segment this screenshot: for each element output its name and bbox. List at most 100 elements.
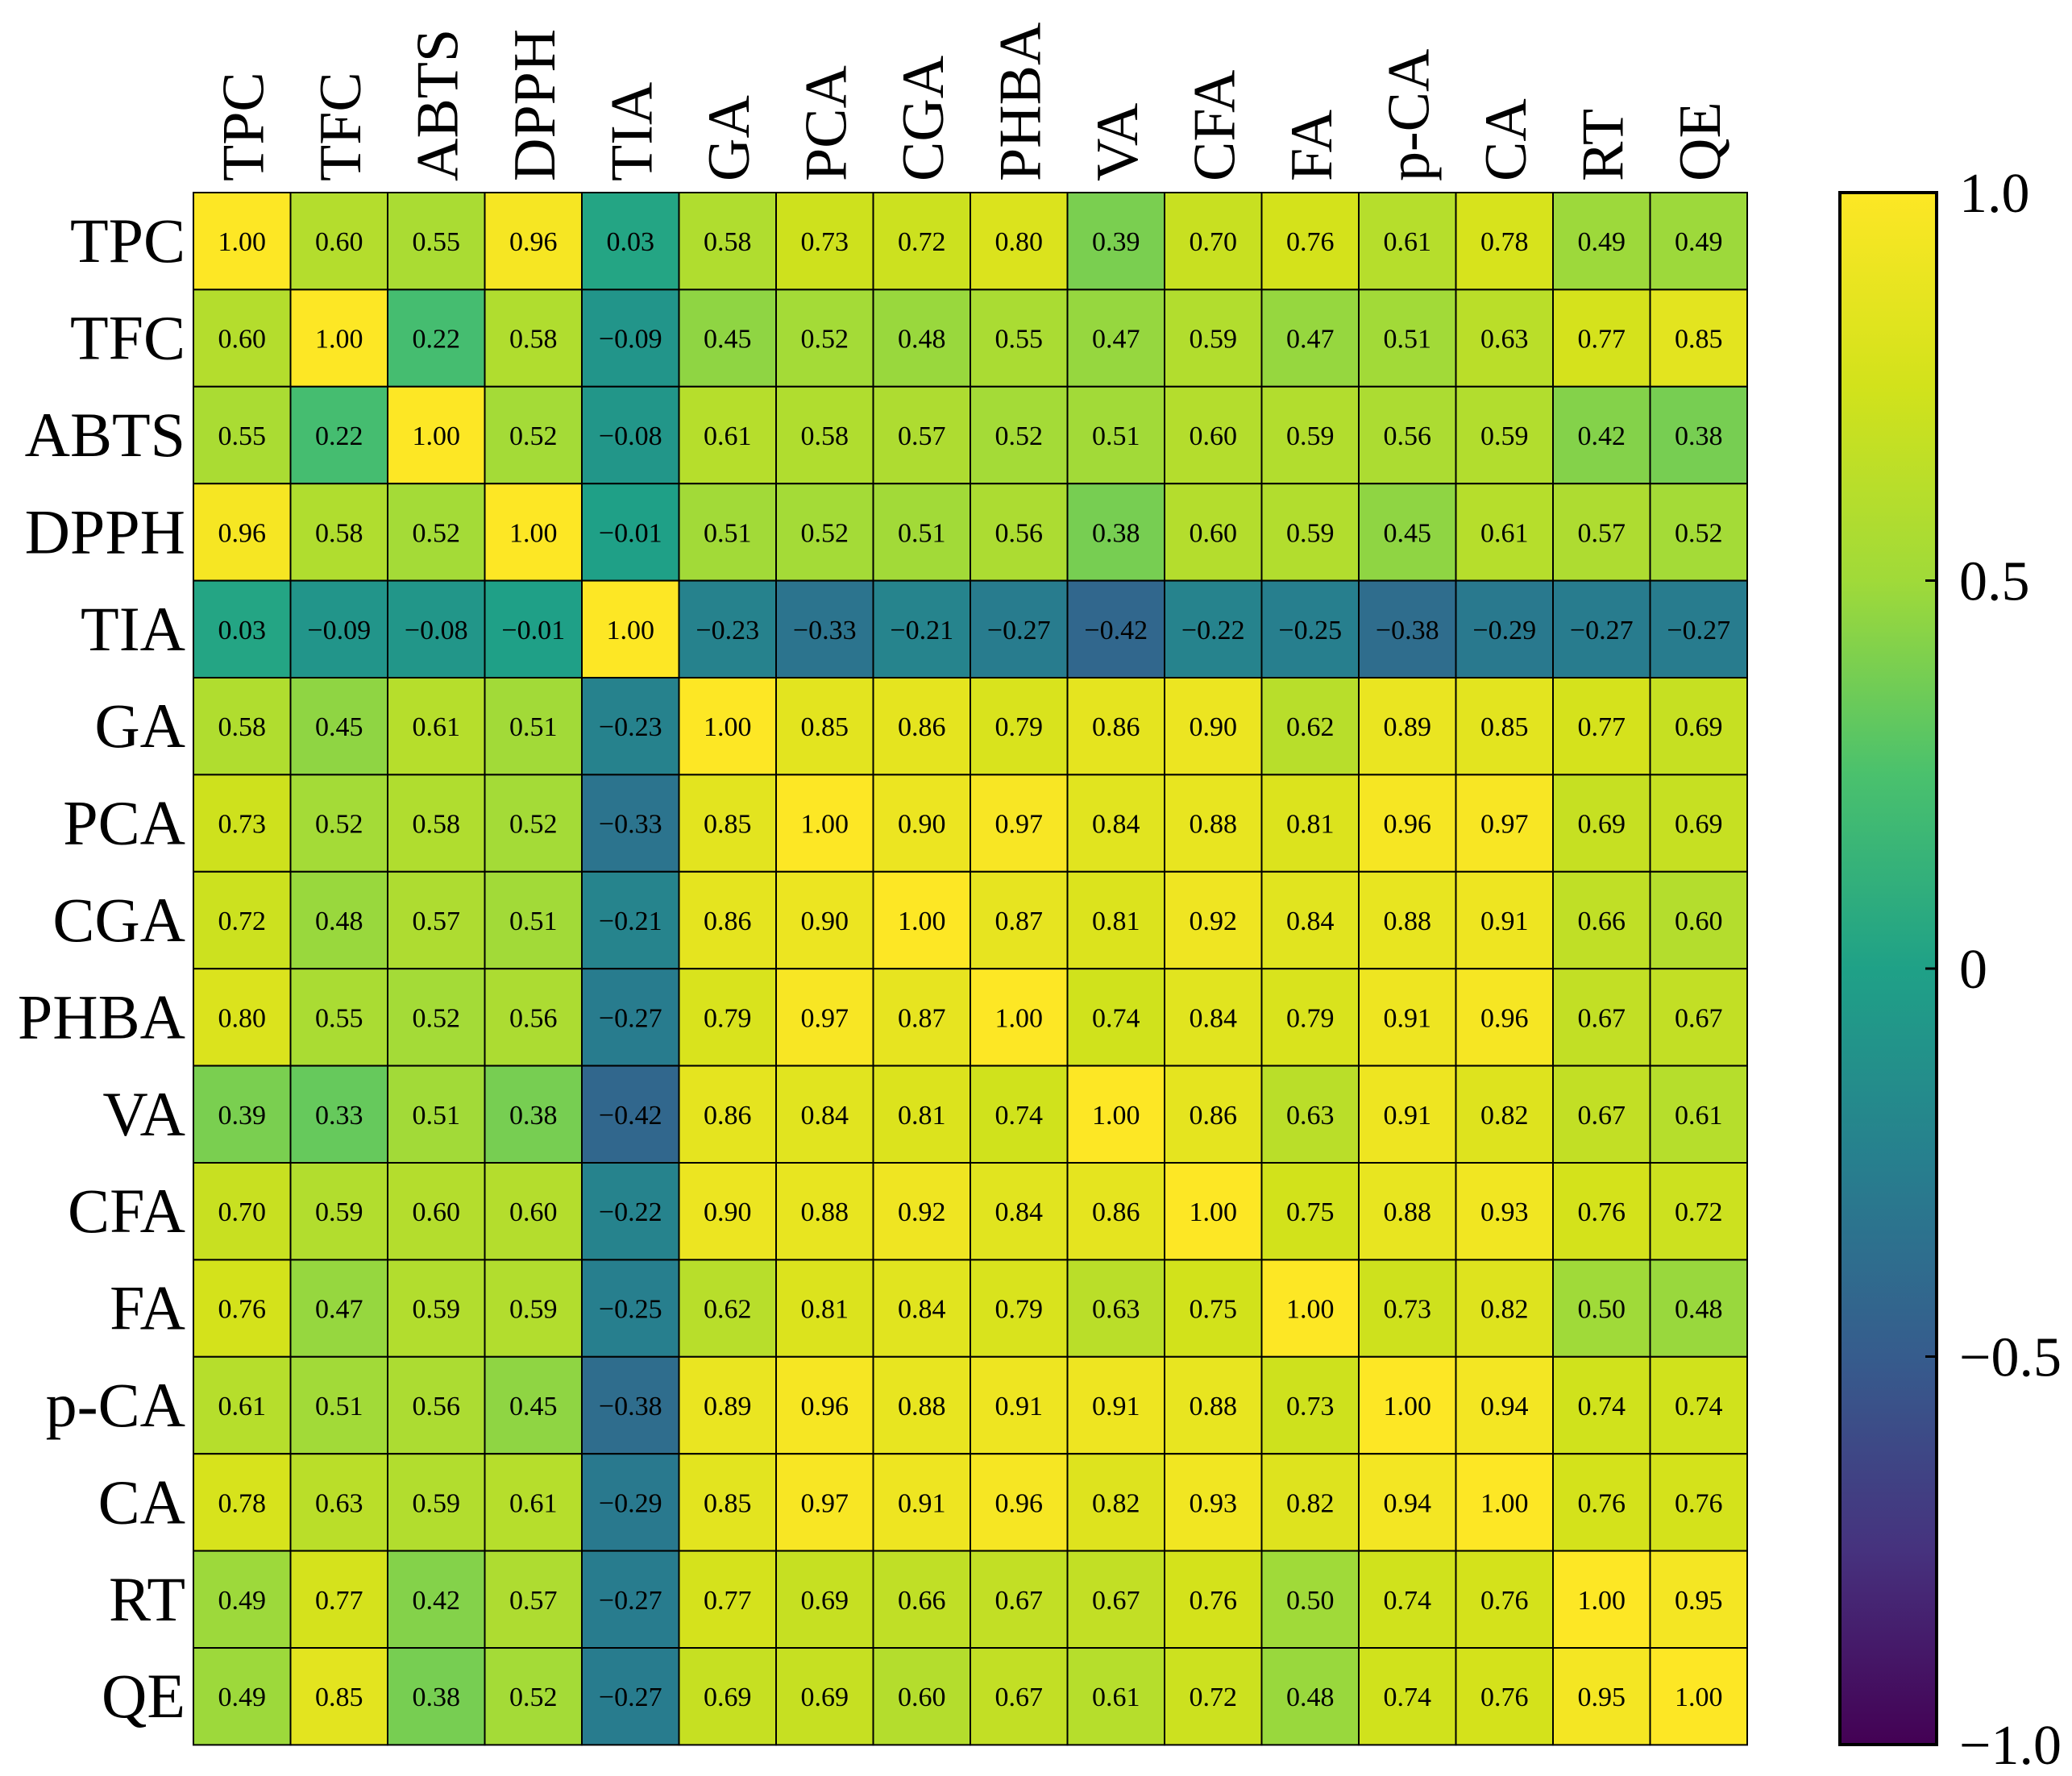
cell-value-label: 0.74 [1384, 1683, 1432, 1712]
cell-value-label: 0.85 [704, 810, 752, 840]
cell-value-label: 0.78 [1480, 227, 1529, 257]
heatmap-cell-TIA-RT [1552, 579, 1651, 678]
cell-value-label: 0.51 [315, 1392, 363, 1421]
heatmap-cell-TPC-FA [1260, 192, 1360, 291]
cell-value-label: 0.55 [413, 227, 461, 257]
heatmap-cell-CFA-PCA [775, 1162, 874, 1261]
cell-value-label: −0.29 [599, 1488, 662, 1518]
cell-value-label: 0.39 [218, 1101, 267, 1131]
heatmap-cell-CA-CA [1455, 1453, 1554, 1552]
cell-value-label: 0.70 [1190, 227, 1238, 257]
cell-value-label: 0.85 [704, 1488, 752, 1518]
cell-value-label: 0.38 [509, 1101, 558, 1131]
heatmap-cell-TIA-CGA [872, 579, 971, 678]
heatmap-cell-CA-p-CA [1358, 1453, 1457, 1552]
heatmap-cell-RT-RT [1552, 1550, 1651, 1649]
row-label-QE: QE [102, 1661, 185, 1731]
heatmap-cell-VA-QE [1649, 1064, 1748, 1164]
cell-value-label: 0.47 [315, 1295, 363, 1325]
cell-value-label: 0.69 [801, 1586, 849, 1616]
heatmap-cell-QE-FA [1260, 1647, 1360, 1746]
cell-value-label: −0.42 [1084, 616, 1148, 645]
heatmap-cell-RT-TFC [289, 1550, 388, 1649]
heatmap-cell-TIA-ABTS [387, 579, 486, 678]
column-label-TPC: TPC [210, 72, 276, 181]
heatmap-cell-CA-ABTS [387, 1453, 486, 1552]
cell-value-label: 0.76 [218, 1295, 267, 1325]
heatmap-cell-TFC-PHBA [970, 288, 1069, 388]
cell-value-label: 0.66 [898, 1586, 946, 1616]
cell-value-label: 0.03 [218, 616, 267, 645]
cell-value-label: 1.00 [801, 810, 849, 840]
heatmap-cell-TIA-TIA [581, 579, 680, 678]
cell-value-label: 0.87 [995, 907, 1044, 936]
cell-value-label: 0.84 [801, 1101, 849, 1131]
cell-value-label: 0.88 [801, 1197, 849, 1227]
cell-value-label: 0.51 [704, 518, 752, 548]
heatmap-cell-TFC-TIA [581, 288, 680, 388]
cell-value-label: 0.77 [1578, 325, 1626, 355]
cell-value-label: 0.97 [801, 1003, 849, 1033]
heatmap-cell-GA-QE [1649, 677, 1748, 776]
heatmap-cells: 1.00 0.60 0.55 0.96 0.03 0.58 0.73 0.72 0.80 0.39… [193, 192, 1748, 1746]
cell-value-label: 0.48 [1286, 1683, 1335, 1712]
heatmap-cell-PHBA-CA [1455, 968, 1554, 1067]
row-label-ABTS: ABTS [25, 400, 185, 470]
heatmap-cell-TFC-GA [678, 288, 777, 388]
heatmap-cell-RT-TIA [581, 1550, 680, 1649]
cell-value-label: 0.67 [1578, 1003, 1626, 1033]
cell-value-label: 0.33 [315, 1101, 363, 1131]
heatmap-cell-CGA-CFA [1164, 870, 1263, 970]
heatmap-cell-PHBA-RT [1552, 968, 1651, 1067]
cell-value-label: 0.61 [1480, 518, 1529, 548]
heatmap-cell-TPC-CGA [872, 192, 971, 291]
cell-value-label: 0.61 [1092, 1683, 1140, 1712]
heatmap-cell-DPPH-p-CA [1358, 483, 1457, 582]
cell-value-label: 0.66 [1578, 907, 1626, 936]
cell-value-label: 0.90 [801, 907, 849, 936]
cell-value-label: 0.45 [315, 712, 363, 742]
heatmap-cell-CFA-RT [1552, 1162, 1651, 1261]
heatmap-cell-p-CA-TFC [289, 1355, 388, 1455]
cell-value-label: 0.96 [1480, 1003, 1529, 1033]
column-label-CGA: CGA [891, 56, 957, 181]
cell-value-label: 0.67 [1092, 1586, 1140, 1616]
cell-value-label: 0.74 [1384, 1586, 1432, 1616]
heatmap-cell-GA-RT [1552, 677, 1651, 776]
heatmap-cell-CA-RT [1552, 1453, 1651, 1552]
cell-value-label: −0.27 [599, 1683, 662, 1712]
cell-value-label: 0.72 [1190, 1683, 1238, 1712]
cell-value-label: 0.58 [218, 712, 267, 742]
cell-value-label: 0.57 [413, 907, 461, 936]
cell-value-label: 0.69 [704, 1683, 752, 1712]
cell-value-label: 0.60 [1190, 518, 1238, 548]
heatmap-cell-DPPH-ABTS [387, 483, 486, 582]
cell-value-label: 0.82 [1286, 1488, 1335, 1518]
cell-value-label: 0.86 [1092, 712, 1140, 742]
cell-value-label: 0.88 [1190, 810, 1238, 840]
heatmap-cell-RT-DPPH [484, 1550, 583, 1649]
heatmap-cell-CGA-QE [1649, 870, 1748, 970]
row-labels: TPC TFC ABTS DPPH TIA GA PCA CGA PHBA VA CFA FA p-CA… [18, 205, 185, 1731]
heatmap-cell-TPC-ABTS [387, 192, 486, 291]
cell-value-label: 0.51 [413, 1101, 461, 1131]
heatmap-cell-PCA-FA [1260, 774, 1360, 873]
cell-value-label: 0.52 [801, 518, 849, 548]
heatmap-cell-CA-GA [678, 1453, 777, 1552]
column-label-GA: GA [696, 95, 762, 181]
column-label-CA: CA [1473, 98, 1539, 181]
cell-value-label: 0.51 [509, 712, 558, 742]
heatmap-cell-PCA-DPPH [484, 774, 583, 873]
heatmap-cell-QE-ABTS [387, 1647, 486, 1746]
cell-value-label: 0.74 [1092, 1003, 1140, 1033]
cell-value-label: 1.00 [995, 1003, 1044, 1033]
cell-value-label: 0.56 [509, 1003, 558, 1033]
heatmap-cell-QE-PCA [775, 1647, 874, 1746]
cell-value-label: 0.22 [413, 325, 461, 355]
heatmap-cell-CGA-FA [1260, 870, 1360, 970]
heatmap-cell-TIA-DPPH [484, 579, 583, 678]
heatmap-cell-RT-GA [678, 1550, 777, 1649]
cell-value-label: 0.55 [218, 421, 267, 451]
heatmap-cell-VA-p-CA [1358, 1064, 1457, 1164]
cell-value-label: −0.25 [1278, 616, 1342, 645]
